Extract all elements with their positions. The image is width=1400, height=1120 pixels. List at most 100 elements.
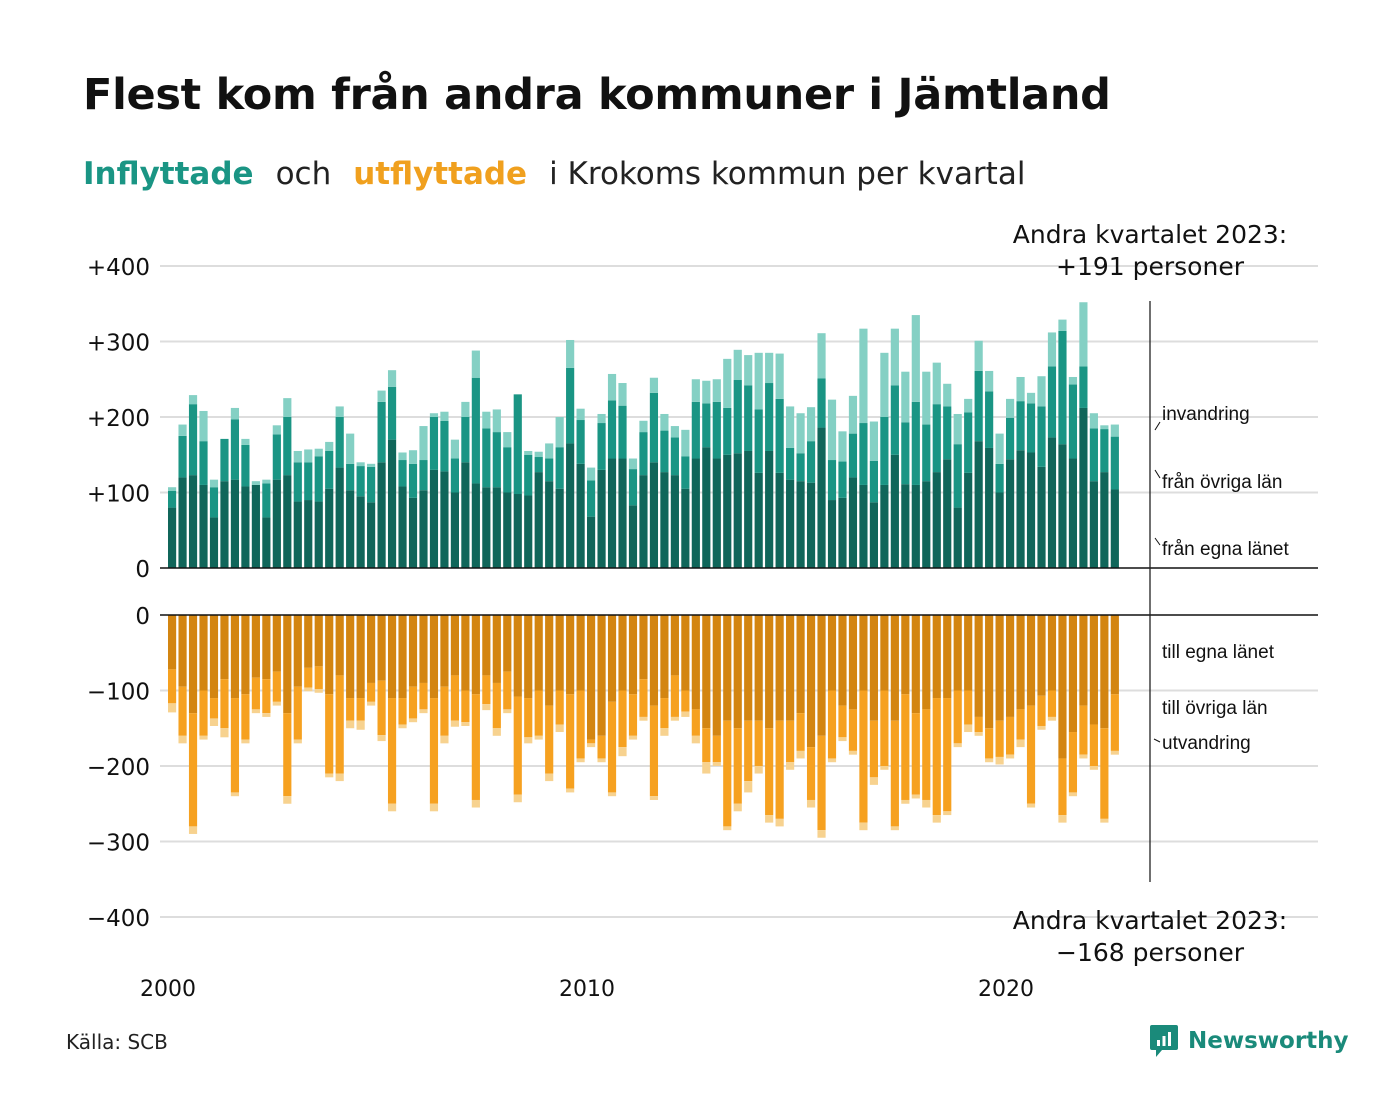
- bar-in-ovriga: [702, 403, 711, 448]
- annotation-bottom-line1: Andra kvartalet 2023:: [1013, 906, 1287, 935]
- bar-in-ovriga: [555, 447, 564, 489]
- bar-out-ovriga: [503, 671, 512, 710]
- bar-in-ovriga: [848, 433, 858, 478]
- bar-out-egna: [398, 615, 407, 699]
- bar-out-egna: [555, 615, 564, 691]
- bar-in-invandring: [408, 450, 418, 464]
- bar-out-ovriga: [230, 698, 240, 793]
- bar-out-utvandring: [209, 718, 219, 726]
- bar-in-ovriga: [838, 461, 847, 498]
- bar-in-egna: [1016, 450, 1025, 568]
- bar-in-ovriga: [168, 490, 177, 508]
- bar-out-utvandring: [733, 803, 742, 812]
- bar-in-ovriga: [356, 466, 365, 497]
- bar-in-egna: [304, 500, 313, 568]
- chart-title: Flest kom från andra kommuner i Jämtland: [83, 70, 1111, 120]
- series-leader-in: [1154, 469, 1161, 479]
- newsworthy-icon: [1150, 1025, 1178, 1057]
- bar-in-ovriga: [754, 409, 763, 473]
- bar-out-utvandring: [681, 711, 690, 717]
- bar-in-ovriga: [597, 423, 606, 470]
- bar-out-utvandring: [220, 728, 229, 738]
- bar-in-egna: [806, 482, 816, 568]
- bar-out-utvandring: [492, 728, 501, 736]
- bar-in-invandring: [230, 407, 240, 420]
- bar-in-invandring: [765, 352, 774, 384]
- bar-in-invandring: [775, 353, 784, 399]
- bar-out-egna: [262, 615, 271, 680]
- bar-in-invandring: [482, 411, 491, 429]
- bar-in-invandring: [188, 395, 198, 405]
- bar-in-egna: [293, 501, 302, 568]
- bar-in-ovriga: [890, 385, 899, 455]
- bar-in-invandring: [838, 431, 847, 462]
- bar-in-ovriga: [964, 412, 973, 473]
- bar-in-egna: [922, 481, 931, 568]
- bar-in-egna: [754, 472, 763, 568]
- bar-in-ovriga: [429, 417, 439, 470]
- bar-out-egna: [293, 615, 302, 687]
- bar-in-egna: [1058, 444, 1067, 568]
- bar-in-invandring: [1006, 398, 1015, 418]
- bar-out-utvandring: [796, 750, 805, 759]
- bar-in-egna: [482, 487, 491, 568]
- subtitle-inflyttade: Inflyttade: [83, 156, 254, 192]
- bar-out-egna: [283, 615, 292, 714]
- bar-in-ovriga: [335, 417, 344, 468]
- bar-out-utvandring: [178, 735, 187, 744]
- bar-in-ovriga: [325, 450, 334, 489]
- bar-in-egna: [974, 441, 983, 568]
- bar-out-ovriga: [618, 690, 627, 748]
- y-tick-label-upper: +400: [87, 255, 150, 281]
- bar-in-invandring: [1089, 413, 1098, 429]
- bar-out-ovriga: [555, 690, 564, 725]
- bar-out-utvandring: [597, 758, 606, 763]
- bar-out-ovriga: [471, 694, 480, 800]
- bar-in-invandring: [555, 417, 564, 448]
- bar-in-invandring: [869, 421, 878, 461]
- bar-in-egna: [408, 497, 418, 568]
- bar-in-egna: [283, 475, 292, 568]
- bar-out-egna: [1068, 615, 1078, 733]
- bar-out-ovriga: [314, 666, 323, 689]
- bar-in-egna: [1026, 452, 1036, 568]
- bar-out-egna: [786, 615, 795, 721]
- bar-in-invandring: [241, 438, 250, 445]
- bar-out-ovriga: [293, 686, 302, 740]
- bar-out-utvandring: [1068, 792, 1078, 797]
- bar-in-egna: [838, 497, 847, 568]
- bar-out-ovriga: [1068, 732, 1078, 793]
- bar-in-egna: [744, 450, 753, 568]
- bar-in-invandring: [628, 458, 638, 470]
- bar-in-invandring: [450, 439, 459, 459]
- bar-out-utvandring: [283, 796, 292, 804]
- bar-out-utvandring: [911, 794, 920, 799]
- bar-in-egna: [859, 484, 868, 568]
- bar-out-ovriga: [419, 682, 428, 710]
- bar-out-utvandring: [168, 703, 177, 713]
- bar-in-ovriga: [314, 456, 323, 502]
- bar-in-ovriga: [744, 385, 753, 451]
- bar-in-ovriga: [471, 377, 480, 484]
- bar-out-egna: [471, 615, 480, 695]
- bar-out-utvandring: [367, 701, 376, 706]
- bar-out-egna: [964, 615, 973, 691]
- series-leader-in: [1154, 537, 1161, 546]
- bar-out-utvandring: [387, 803, 397, 812]
- bar-in-invandring: [429, 413, 439, 417]
- bar-in-invandring: [880, 352, 889, 417]
- bar-in-egna: [230, 479, 240, 568]
- bar-out-utvandring: [953, 743, 962, 748]
- bar-out-utvandring: [691, 735, 700, 744]
- bar-in-ovriga: [513, 394, 522, 495]
- bar-in-egna: [1110, 489, 1119, 568]
- bar-out-ovriga: [1100, 728, 1109, 819]
- bar-out-utvandring: [1026, 803, 1036, 808]
- bar-in-egna: [848, 477, 858, 568]
- bar-out-egna: [806, 615, 816, 748]
- bar-out-ovriga: [901, 694, 910, 800]
- bar-in-egna: [461, 462, 470, 568]
- bar-out-egna: [932, 615, 941, 699]
- bar-in-egna: [691, 458, 700, 568]
